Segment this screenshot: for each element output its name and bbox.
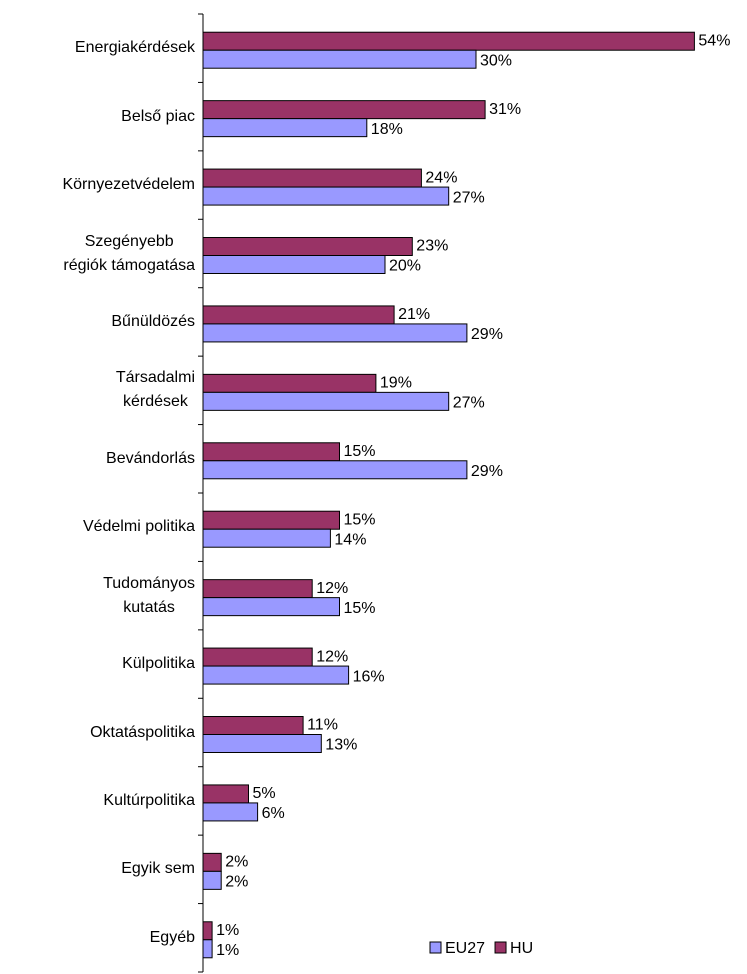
bar: [202, 168, 422, 188]
bar: [202, 921, 213, 941]
category-label: Oktatáspolitika: [90, 723, 195, 741]
bar: [202, 442, 340, 462]
value-label: 30%: [480, 52, 512, 69]
bar: [202, 647, 313, 667]
bar: [202, 255, 386, 274]
value-label: 12%: [316, 648, 348, 665]
bar: [202, 939, 213, 959]
bar: [202, 323, 468, 343]
value-label: 12%: [316, 580, 348, 597]
bar: [202, 391, 450, 411]
value-label: 6%: [262, 805, 285, 822]
value-label: 24%: [425, 169, 457, 186]
bar: [202, 100, 486, 120]
value-label: 15%: [344, 600, 376, 617]
value-label: 31%: [489, 101, 521, 118]
bar: [202, 784, 249, 804]
bar: [202, 373, 377, 393]
bar: [202, 528, 331, 548]
category-label: Egyik sem: [121, 860, 195, 878]
value-label: 21%: [398, 306, 430, 323]
value-label: 29%: [471, 326, 503, 343]
value-label: 16%: [353, 668, 385, 685]
bar: [202, 237, 413, 256]
bar: [202, 852, 222, 872]
bar: [202, 460, 468, 480]
category-label: Külpolitika: [122, 655, 195, 673]
bar: [202, 802, 259, 822]
bar: [202, 49, 477, 69]
value-label: 5%: [253, 785, 276, 802]
value-label: 11%: [307, 717, 338, 734]
bar: [202, 186, 450, 206]
value-label: 1%: [216, 942, 239, 959]
value-label: 20%: [389, 258, 421, 275]
category-label: Belső piac: [121, 107, 195, 125]
value-label: 14%: [334, 531, 366, 548]
value-label: 54%: [698, 32, 730, 49]
value-label: 27%: [453, 189, 485, 206]
value-label: 2%: [225, 874, 248, 891]
bar: [202, 510, 340, 530]
legend-swatch: [494, 941, 507, 954]
bar: [202, 665, 350, 685]
category-label: Bevándorlás: [106, 449, 195, 467]
category-label: Tudományos kutatás: [103, 574, 195, 616]
category-label: Szegényebb régiók támogatása: [63, 232, 195, 274]
category-label: Kultúrpolitika: [103, 791, 195, 809]
value-label: 15%: [344, 511, 376, 528]
bar: [202, 118, 368, 138]
bar: [202, 734, 322, 753]
value-label: 19%: [380, 375, 412, 392]
value-label: 23%: [416, 238, 448, 255]
category-label: Társadalmi kérdések: [115, 369, 195, 411]
value-label: 27%: [453, 395, 485, 412]
value-label: 18%: [371, 121, 403, 138]
category-label: Környezetvédelem: [62, 176, 195, 194]
value-label: 2%: [225, 854, 248, 871]
value-label: 1%: [216, 922, 239, 939]
bar: [202, 870, 222, 890]
legend-swatch: [429, 941, 442, 954]
legend-label: HU: [510, 940, 533, 957]
bar: [202, 579, 313, 599]
legend-label: EU27: [445, 940, 485, 957]
category-label: Egyéb: [149, 928, 195, 946]
category-label: Bűnüldözés: [111, 312, 195, 330]
bar: [202, 716, 304, 735]
bar: [202, 31, 695, 51]
bar: [202, 597, 340, 617]
bar: [202, 305, 395, 325]
value-label: 29%: [471, 463, 503, 480]
value-label: 13%: [325, 737, 357, 754]
category-label: Energiakérdések: [74, 39, 195, 57]
value-label: 15%: [344, 443, 376, 460]
category-label: Védelmi politika: [82, 518, 195, 536]
